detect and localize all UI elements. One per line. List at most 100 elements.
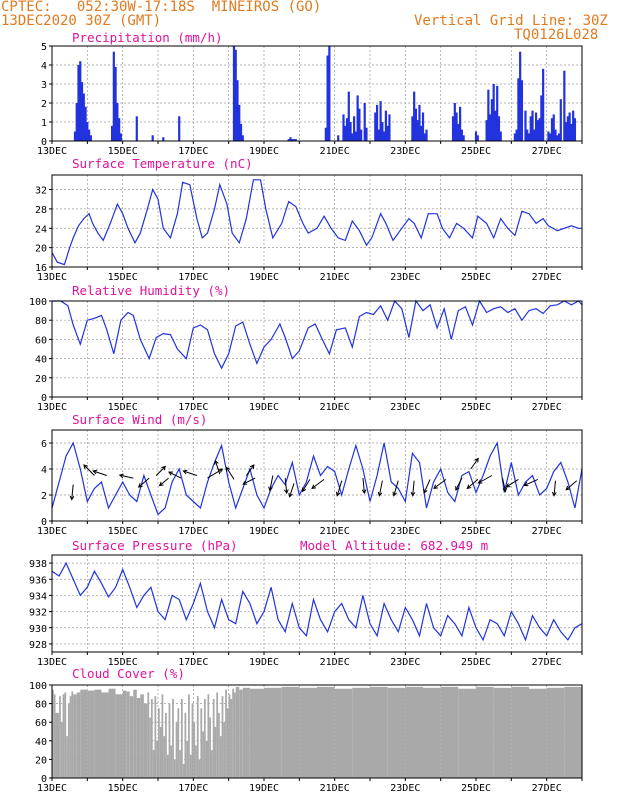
cloud-cover-bar xyxy=(80,689,88,778)
precip-bar xyxy=(375,104,379,141)
cloud-cover-bar xyxy=(172,698,174,778)
wind-vector-arrow xyxy=(423,479,431,494)
wind-vector-head xyxy=(225,466,231,472)
cloud-cover-bar xyxy=(126,691,130,778)
y-tick-label: 60 xyxy=(35,335,47,346)
cloud-cover-bar xyxy=(170,745,173,778)
wind-vector-shaft xyxy=(423,479,431,494)
cloud-cover-bar xyxy=(235,686,240,778)
x-tick-label: 23DEC xyxy=(390,402,420,413)
wind-vector-shaft xyxy=(214,460,221,475)
x-tick-label: 15DEC xyxy=(108,783,138,794)
wind-vector-arrow xyxy=(311,478,325,490)
wind-vector-shaft xyxy=(93,470,107,476)
precip-bar xyxy=(542,68,545,141)
cloud-cover-bar xyxy=(177,708,180,778)
x-tick-label: 21DEC xyxy=(320,526,350,537)
cloud-cover-bar xyxy=(195,745,197,778)
wind-vector-shaft xyxy=(433,478,447,489)
wind-vector-arrow xyxy=(284,478,289,495)
precip-bar xyxy=(563,70,566,141)
wind-vector-head xyxy=(410,491,416,497)
wind-vector-head xyxy=(523,481,529,487)
precip-bar xyxy=(538,118,541,141)
precip-bar xyxy=(557,133,561,141)
cloud-cover-bar xyxy=(405,686,423,778)
wind-vector-arrow xyxy=(214,459,221,475)
cloud-cover-bar xyxy=(225,689,227,778)
precip-bar xyxy=(326,55,329,141)
cloud-cover-bar xyxy=(203,698,206,778)
y-tick-label: 80 xyxy=(35,700,47,711)
wind-vector-shaft xyxy=(393,480,399,496)
wind-vector-arrow xyxy=(433,478,447,490)
header-datetime: 13DEC2020 30Z (GMT) xyxy=(1,13,162,29)
cloud-cover-bar xyxy=(184,712,187,778)
precip-bar xyxy=(476,135,479,141)
wind-vector-shaft xyxy=(466,479,479,489)
cloud-cover-bar xyxy=(59,696,61,778)
precip-bar xyxy=(384,110,387,141)
header-model-code: TQ0126L028 xyxy=(514,27,599,43)
cloud-cover-bar xyxy=(196,696,199,778)
x-tick-label: 25DEC xyxy=(461,657,491,668)
x-tick-label: 17DEC xyxy=(178,146,208,157)
wind-vector-shaft xyxy=(506,478,519,488)
x-tick-label: 27DEC xyxy=(532,146,562,157)
wind-vector-arrow xyxy=(377,480,383,497)
wind-vector-head xyxy=(392,491,397,497)
wind-vector-head xyxy=(423,488,428,494)
y-tick-label: 1 xyxy=(41,118,47,129)
cloud-cover-bar xyxy=(147,692,150,778)
cloud-cover-bar xyxy=(209,717,211,778)
x-tick-label: 27DEC xyxy=(532,402,562,413)
precip-bar xyxy=(89,135,92,141)
pres-series-line xyxy=(51,561,583,642)
cloud-cover-bar xyxy=(216,692,219,778)
precip-bar xyxy=(411,116,414,141)
cloud-panel-title: Cloud Cover (%) xyxy=(72,666,185,681)
cloud-cover-bar xyxy=(129,696,134,778)
x-tick-label: 17DEC xyxy=(178,402,208,413)
y-tick-label: 934 xyxy=(29,591,47,602)
x-tick-label: 17DEC xyxy=(178,526,208,537)
cloud-cover-bar xyxy=(62,694,65,778)
x-tick-label: 19DEC xyxy=(249,526,279,537)
wind-vector-head xyxy=(301,487,307,493)
precip-bar xyxy=(550,118,554,141)
wind-vector-shaft xyxy=(138,477,150,488)
precip-bar xyxy=(413,91,416,141)
cloud-cover-bar xyxy=(239,689,243,778)
precip-bar xyxy=(499,131,502,141)
panel-frame xyxy=(51,45,583,142)
panel-frame xyxy=(51,300,583,398)
wind-vector-arrow xyxy=(158,477,169,487)
x-tick-label: 15DEC xyxy=(108,402,138,413)
y-tick-label: 2 xyxy=(41,99,47,110)
wind-vector-head xyxy=(118,473,124,479)
precip-bar xyxy=(490,99,493,141)
precip-bar xyxy=(82,93,85,141)
precip-bar xyxy=(536,120,539,141)
cloud-cover-bar xyxy=(233,692,236,778)
wind-vector-head xyxy=(268,486,273,492)
cloud-cover-bar xyxy=(115,694,123,778)
wind-vector-shaft xyxy=(302,479,311,492)
wind-vector-arrow xyxy=(155,465,166,476)
precip-bar xyxy=(77,65,80,141)
wind-vector-head xyxy=(505,483,511,488)
cloud-cover-bar xyxy=(60,722,63,778)
cloud-cover-bar xyxy=(334,688,353,778)
wind-vector-shaft xyxy=(311,478,325,489)
precip-bar xyxy=(353,116,356,141)
wind-vector-head xyxy=(551,491,557,497)
wind-vector-head xyxy=(288,492,293,498)
cloud-cover-bar xyxy=(370,686,388,778)
x-tick-label: 23DEC xyxy=(390,526,420,537)
wind-vector-head xyxy=(242,480,248,485)
cloud-cover-bar xyxy=(136,698,141,778)
y-tick-label: 20 xyxy=(35,374,47,385)
precip-bar xyxy=(239,123,243,141)
x-tick-label: 25DEC xyxy=(461,526,491,537)
precip-bar xyxy=(118,118,121,141)
